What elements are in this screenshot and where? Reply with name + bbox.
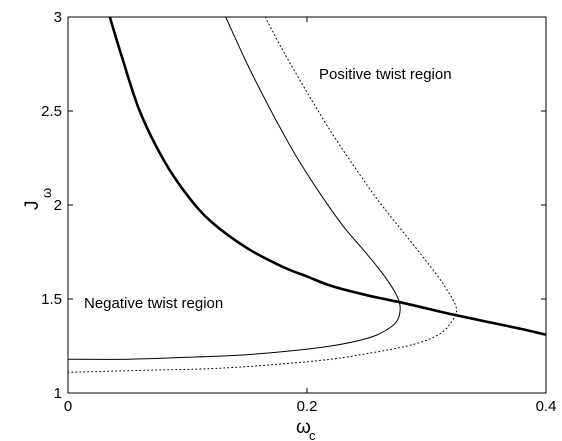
series-dotted-line <box>67 16 458 373</box>
x-tick-label: 0 <box>64 398 72 415</box>
y-tick-label: 3 <box>54 9 62 26</box>
axis-ticks: 0 0.2 0.4 1 1.5 2 2.5 3 <box>41 9 556 415</box>
svg-text:ω: ω <box>39 188 54 198</box>
x-tick-label: 0.4 <box>536 398 557 415</box>
plot-area <box>67 16 547 394</box>
svg-text:ω: ω <box>296 417 311 438</box>
series-layer <box>67 16 547 373</box>
y-tick-label: 2.5 <box>41 103 62 120</box>
svg-text:J: J <box>22 201 43 211</box>
x-tick-label: 0.2 <box>297 398 318 415</box>
series-thick-line <box>108 16 547 336</box>
y-tick-label: 1.5 <box>41 291 62 308</box>
y-tick-label: 2 <box>54 197 62 214</box>
y-tick-label: 1 <box>54 385 62 402</box>
annotation-negative: Negative twist region <box>84 295 223 312</box>
y-axis-label: J ω <box>22 188 54 210</box>
annotation-positive: Positive twist region <box>319 66 452 83</box>
series-solid-thin-line <box>67 16 401 360</box>
x-axis-label: ω c <box>296 417 316 441</box>
svg-text:c: c <box>309 428 316 441</box>
